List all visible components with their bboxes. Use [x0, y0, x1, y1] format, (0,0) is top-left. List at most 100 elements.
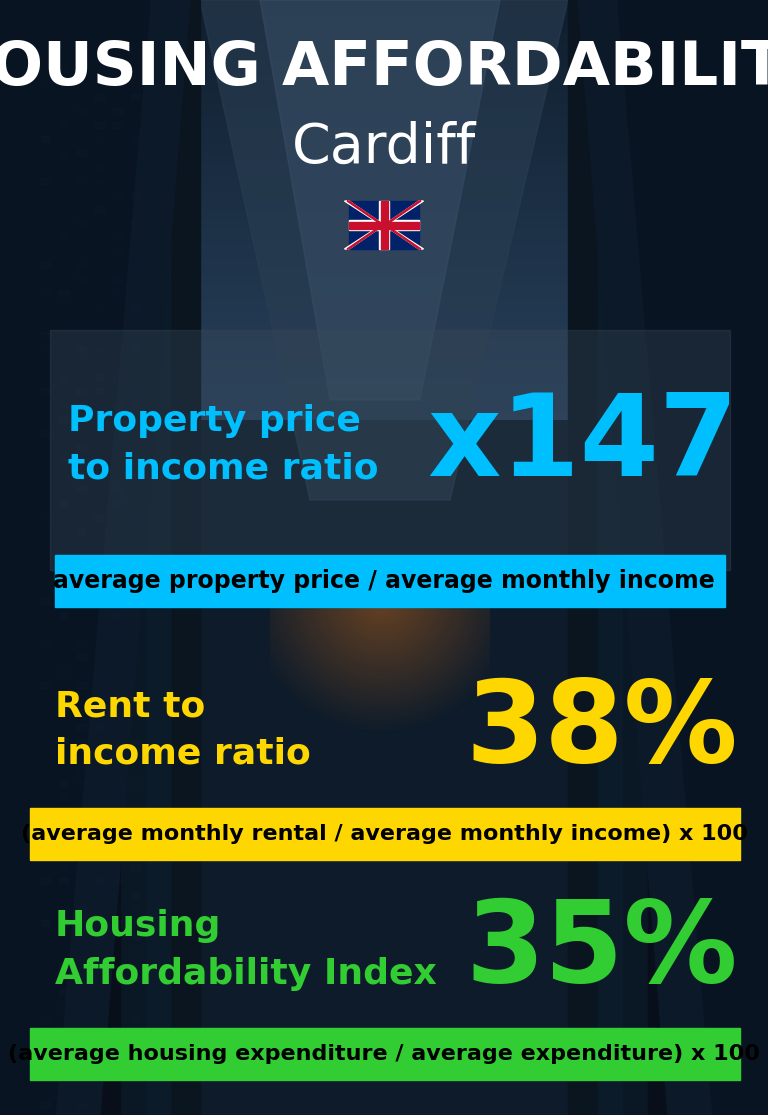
- Bar: [95, 850, 104, 856]
- Bar: [50, 330, 730, 570]
- Bar: [131, 108, 140, 114]
- Polygon shape: [384, 201, 423, 225]
- Polygon shape: [384, 225, 423, 249]
- Polygon shape: [345, 201, 384, 225]
- Bar: [59, 529, 68, 534]
- Text: Housing
Affordability Index: Housing Affordability Index: [55, 909, 437, 991]
- Bar: [95, 598, 104, 604]
- Bar: [59, 570, 68, 576]
- Bar: [77, 766, 86, 772]
- Bar: [95, 472, 104, 478]
- Bar: [113, 403, 122, 408]
- Bar: [95, 766, 104, 772]
- Bar: [59, 164, 68, 169]
- Bar: [77, 360, 86, 366]
- Bar: [95, 640, 104, 646]
- Bar: [59, 920, 68, 925]
- Text: average property price / average monthly income: average property price / average monthly…: [53, 569, 715, 593]
- Bar: [131, 724, 140, 730]
- Bar: [113, 990, 122, 996]
- Bar: [131, 1018, 140, 1024]
- Bar: [95, 136, 104, 142]
- Bar: [113, 696, 122, 702]
- Bar: [41, 934, 50, 940]
- Bar: [113, 290, 122, 295]
- Bar: [41, 1060, 50, 1066]
- Bar: [95, 794, 104, 799]
- Bar: [113, 234, 122, 240]
- Bar: [0, 200, 145, 1115]
- Bar: [568, 0, 768, 1115]
- Text: x147: x147: [427, 389, 738, 501]
- Bar: [131, 780, 140, 786]
- Bar: [59, 738, 68, 744]
- Bar: [59, 710, 68, 716]
- Text: (average monthly rental / average monthly income) x 100: (average monthly rental / average monthl…: [21, 824, 747, 844]
- Bar: [59, 248, 68, 254]
- Bar: [113, 794, 122, 799]
- Bar: [77, 892, 86, 898]
- Bar: [59, 612, 68, 618]
- Bar: [77, 430, 86, 436]
- Bar: [113, 66, 122, 72]
- Bar: [113, 444, 122, 450]
- Bar: [131, 178, 140, 184]
- Bar: [131, 234, 140, 240]
- Bar: [0, 0, 120, 1115]
- Text: Cardiff: Cardiff: [292, 122, 476, 175]
- Bar: [30, 808, 740, 860]
- Bar: [41, 416, 50, 421]
- Bar: [113, 164, 122, 169]
- Text: 35%: 35%: [465, 894, 738, 1006]
- Bar: [131, 66, 140, 72]
- Bar: [131, 136, 140, 142]
- Bar: [131, 822, 140, 828]
- Bar: [59, 360, 68, 366]
- Bar: [95, 332, 104, 338]
- Bar: [59, 108, 68, 114]
- Bar: [95, 164, 104, 169]
- Bar: [113, 584, 122, 590]
- Bar: [77, 612, 86, 618]
- Text: Rent to
income ratio: Rent to income ratio: [55, 689, 311, 770]
- Bar: [131, 444, 140, 450]
- Bar: [77, 864, 86, 870]
- Bar: [113, 360, 122, 366]
- Bar: [598, 0, 768, 1115]
- Bar: [59, 318, 68, 324]
- Bar: [113, 500, 122, 506]
- Bar: [59, 542, 68, 547]
- Bar: [131, 346, 140, 352]
- Bar: [95, 626, 104, 632]
- Bar: [77, 1032, 86, 1038]
- Bar: [59, 752, 68, 758]
- Bar: [95, 1102, 104, 1108]
- Text: Property price
to income ratio: Property price to income ratio: [68, 405, 379, 486]
- Bar: [113, 151, 122, 156]
- Bar: [0, 0, 200, 1115]
- Bar: [77, 696, 86, 702]
- Bar: [59, 416, 68, 421]
- Polygon shape: [0, 0, 150, 1115]
- Bar: [41, 52, 50, 58]
- Bar: [41, 836, 50, 842]
- Polygon shape: [260, 0, 500, 400]
- Bar: [95, 290, 104, 295]
- Polygon shape: [384, 201, 421, 225]
- Bar: [113, 668, 122, 673]
- Bar: [113, 458, 122, 464]
- Bar: [113, 486, 122, 492]
- Bar: [41, 794, 50, 799]
- Polygon shape: [347, 201, 384, 225]
- Bar: [113, 277, 122, 282]
- Bar: [0, 0, 170, 1115]
- Polygon shape: [200, 0, 568, 500]
- Bar: [41, 290, 50, 295]
- Bar: [77, 655, 86, 660]
- Bar: [95, 584, 104, 590]
- Bar: [131, 360, 140, 366]
- Bar: [77, 1102, 86, 1108]
- Bar: [59, 206, 68, 212]
- Polygon shape: [347, 225, 384, 249]
- Text: 38%: 38%: [465, 675, 738, 785]
